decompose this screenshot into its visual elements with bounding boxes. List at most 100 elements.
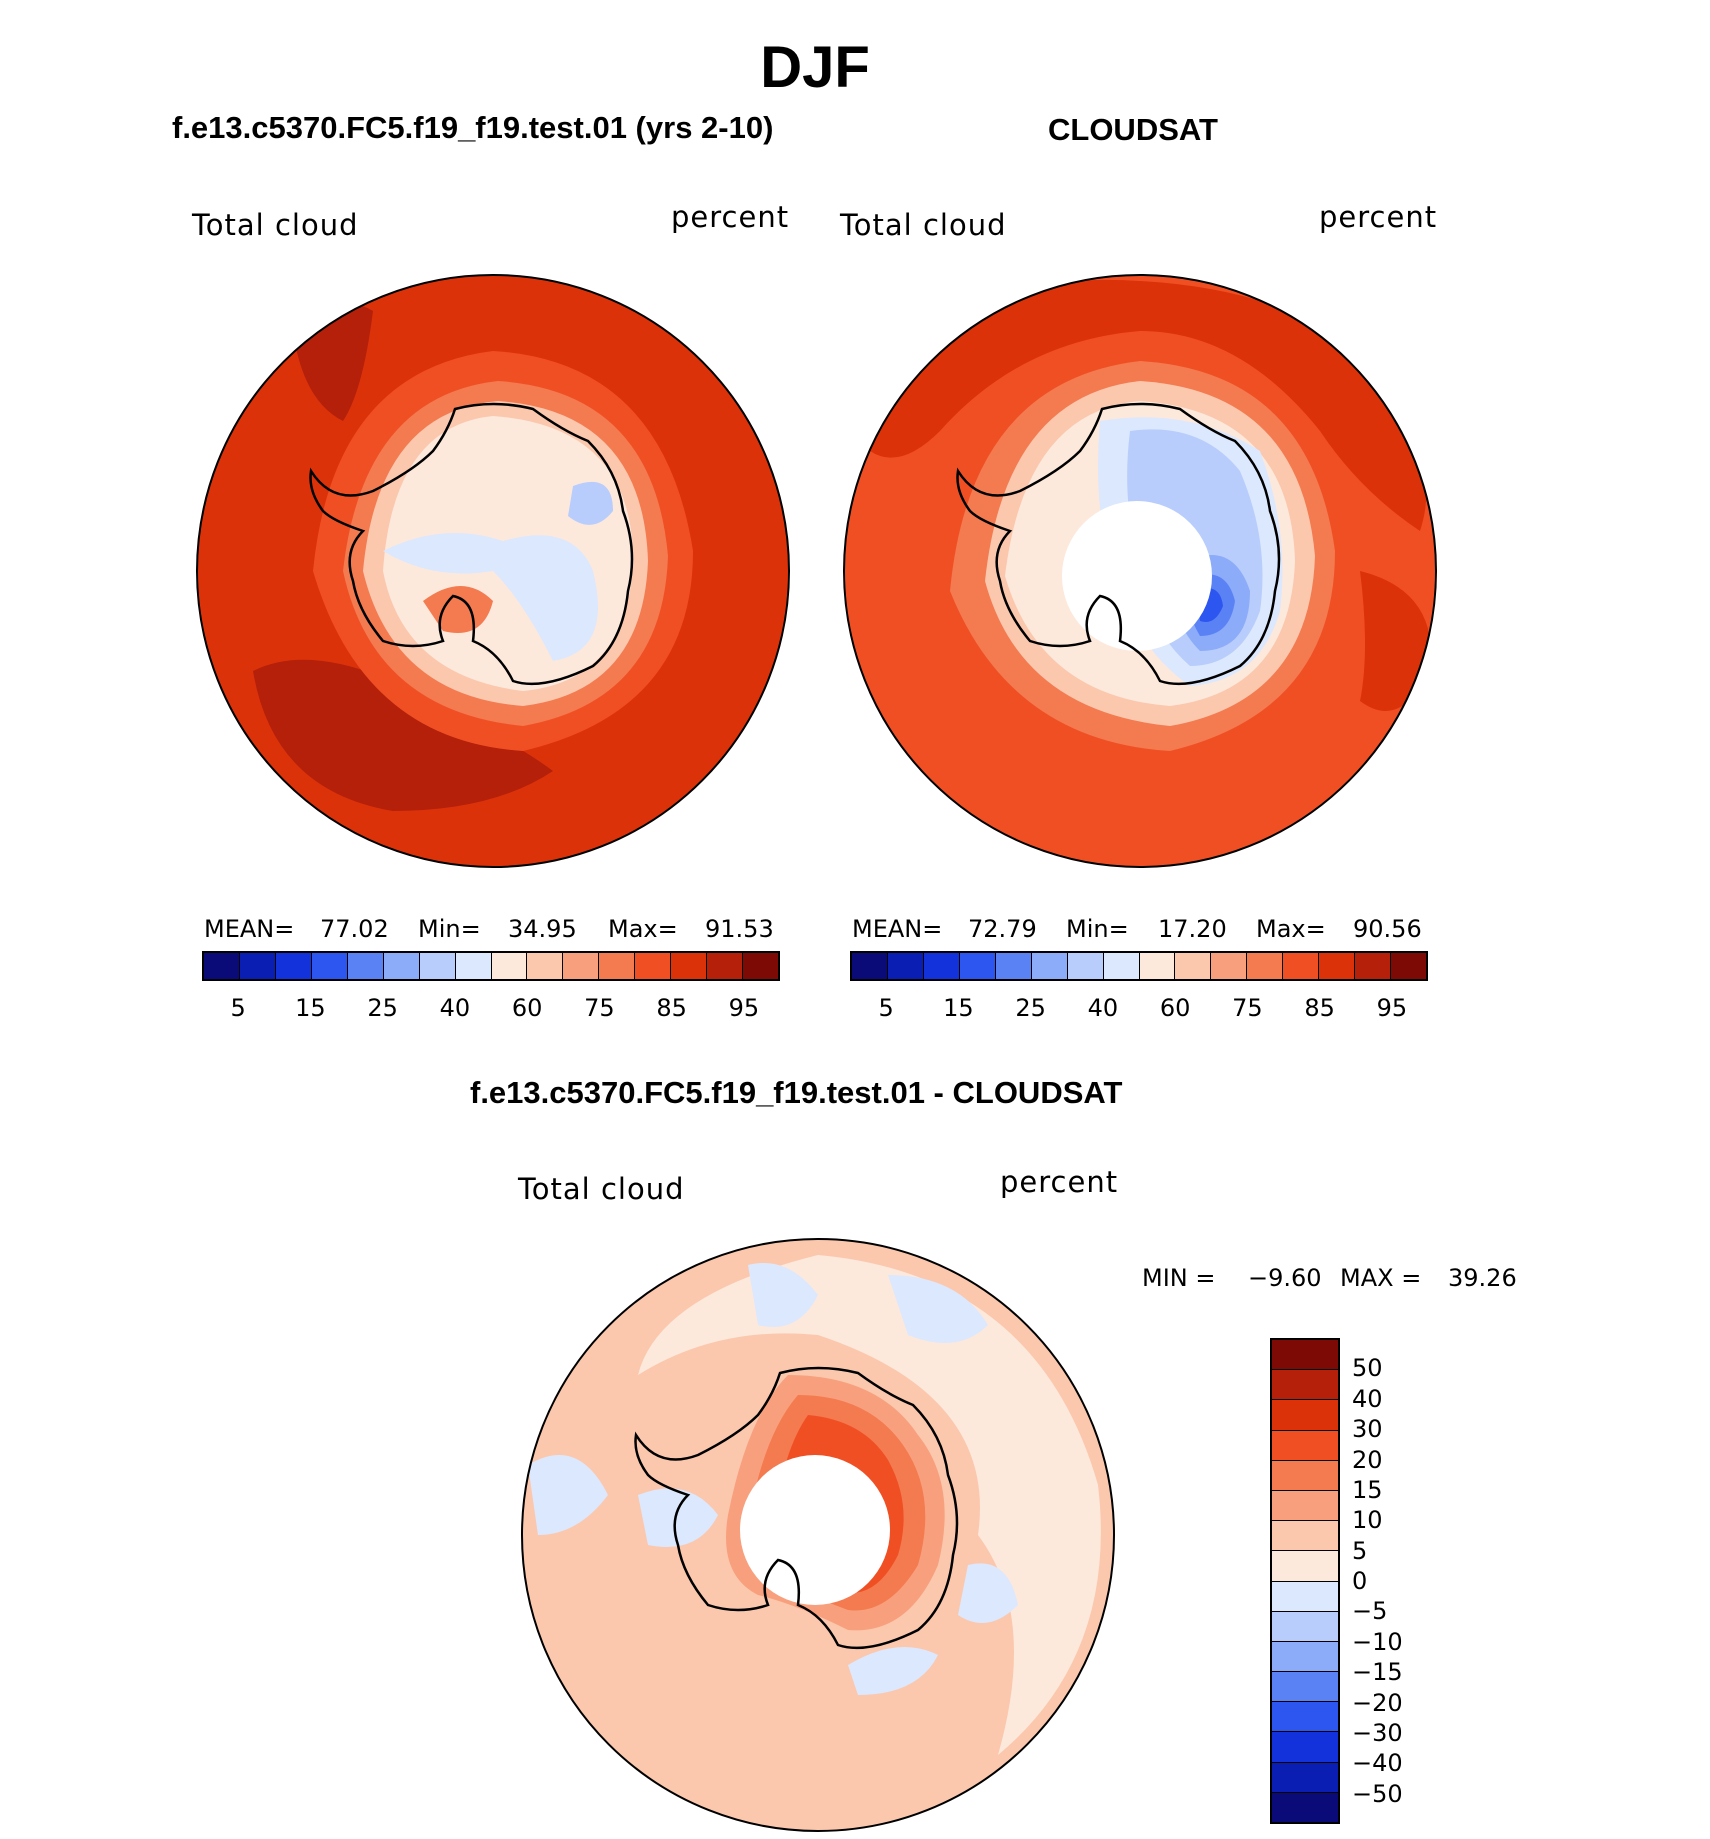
colorbar-tick-label: 50 (1352, 1354, 1383, 1383)
panel-2-missing-data-hole (1062, 501, 1212, 651)
colorbar-swatch (599, 953, 636, 979)
panel-2-min-value: 17.20 (1158, 915, 1227, 943)
panel-1-max-value: 91.53 (705, 915, 774, 943)
colorbar-tick-label: 5 (1352, 1536, 1368, 1565)
colorbar-swatch (1272, 1641, 1338, 1673)
colorbar-tick-label: 40 (439, 994, 471, 1022)
colorbar-swatch (1175, 953, 1212, 979)
panel-1-mean-label: MEAN= (204, 915, 295, 943)
colorbar-tick-label: 15 (295, 994, 326, 1022)
colorbar-tick-label: 10 (1352, 1506, 1383, 1535)
colorbar-swatch (1272, 1732, 1338, 1763)
panel-3-negative-patch (958, 1563, 1018, 1623)
colorbar-swatch (1031, 953, 1068, 979)
colorbar-swatch (1247, 953, 1284, 979)
panel-1-max-label: Max= (608, 915, 678, 943)
panel-3-colorbar (1270, 1338, 1340, 1824)
page-title: DJF (760, 35, 870, 100)
colorbar-swatch (1272, 1521, 1338, 1552)
panel-1-colorbar-ticks: 5 15 25 40 60 75 85 95 (202, 994, 780, 1024)
colorbar-swatch (1283, 953, 1320, 979)
panel-1-mean-value: 77.02 (320, 915, 389, 943)
panel-3-pale-region (638, 1255, 1101, 1755)
panel-3-coastline (634, 1366, 959, 1650)
panel-1-high-region (253, 659, 553, 811)
panel-2-case-title: CLOUDSAT (1048, 112, 1218, 147)
colorbar-tick-label: 75 (584, 994, 615, 1022)
colorbar-swatch (347, 953, 384, 979)
colorbar-swatch (1272, 1551, 1338, 1582)
colorbar-swatch (852, 953, 888, 979)
panel-2-polar-map (843, 274, 1437, 868)
panel-3-min-value: −9.60 (1248, 1264, 1322, 1292)
colorbar-swatch (959, 953, 996, 979)
panel-2-colorbar-ticks: 5 15 25 40 60 75 85 95 (850, 994, 1428, 1024)
colorbar-swatch (1067, 953, 1104, 979)
panel-3-negative-patch (848, 1647, 938, 1695)
panel-1-units-label: percent (671, 200, 790, 234)
colorbar-swatch (1272, 1340, 1338, 1371)
panel-3-missing-data-hole (740, 1455, 890, 1605)
colorbar-swatch (1272, 1490, 1338, 1522)
colorbar-tick-label: 30 (1352, 1415, 1383, 1444)
colorbar-tick-label: 15 (1352, 1475, 1383, 1504)
colorbar-tick-label: 15 (943, 994, 974, 1022)
panel-2-coastline (956, 402, 1281, 686)
colorbar-tick-label: 0 (1352, 1567, 1368, 1595)
panel-1-min-value: 34.95 (508, 915, 577, 943)
colorbar-tick-label: 60 (1159, 994, 1191, 1022)
colorbar-tick-label: 95 (1376, 994, 1408, 1022)
colorbar-swatch (1391, 953, 1426, 979)
colorbar-swatch (1319, 953, 1356, 979)
colorbar-swatch (887, 953, 924, 979)
panel-1-min-label: Min= (418, 915, 481, 943)
colorbar-swatch (1211, 953, 1248, 979)
panel-3-polar-map (521, 1238, 1115, 1832)
colorbar-swatch (275, 953, 312, 979)
panel-1-variable-label: Total cloud (192, 208, 359, 242)
colorbar-swatch (311, 953, 348, 979)
colorbar-swatch (707, 953, 744, 979)
colorbar-swatch (1272, 1400, 1338, 1431)
colorbar-tick-label: −15 (1352, 1658, 1403, 1687)
panel-3-negative-patch (528, 1455, 608, 1535)
colorbar-swatch (1272, 1581, 1338, 1612)
colorbar-swatch (204, 953, 240, 979)
colorbar-tick-label: 5 (230, 994, 246, 1022)
panel-2-colorbar (850, 951, 1428, 981)
panel-3-colorbar-ticks: 50 40 30 20 15 10 5 0 −5 −10 −15 −20 −30 −40 −50 (1352, 1338, 1432, 1824)
colorbar-tick-label: 40 (1087, 994, 1119, 1022)
panel-2-units-label: percent (1319, 200, 1438, 234)
panel-3-variable-label: Total cloud (518, 1172, 685, 1206)
panel-3-negative-patch (748, 1263, 818, 1327)
panel-2-outer-region (870, 279, 1427, 531)
colorbar-swatch (1272, 1370, 1338, 1401)
colorbar-swatch (1355, 953, 1392, 979)
colorbar-swatch (527, 953, 564, 979)
colorbar-swatch (419, 953, 456, 979)
colorbar-swatch (1272, 1672, 1338, 1703)
colorbar-swatch (455, 953, 492, 979)
colorbar-swatch (1272, 1430, 1338, 1461)
colorbar-swatch (995, 953, 1032, 979)
panel-2-mean-value: 72.79 (968, 915, 1037, 943)
colorbar-swatch (563, 953, 600, 979)
panel-2-mean-label: MEAN= (852, 915, 943, 943)
colorbar-tick-label: −5 (1352, 1597, 1388, 1626)
panel-3-units-label: percent (1000, 1165, 1119, 1199)
colorbar-swatch (1272, 1460, 1338, 1491)
colorbar-swatch (923, 953, 960, 979)
panel-3-max-label: MAX = (1340, 1264, 1422, 1292)
colorbar-swatch (491, 953, 528, 979)
panel-1-interior (568, 481, 613, 525)
colorbar-swatch (1272, 1702, 1338, 1733)
colorbar-swatch (1272, 1762, 1338, 1793)
colorbar-tick-label: 85 (1304, 994, 1335, 1022)
colorbar-tick-label: 25 (367, 994, 398, 1022)
colorbar-tick-label: −10 (1352, 1627, 1403, 1656)
panel-1-case-title: f.e13.c5370.FC5.f19_f19.test.01 (yrs 2-1… (172, 110, 774, 145)
colorbar-tick-label: −40 (1352, 1749, 1403, 1778)
colorbar-tick-label: 75 (1232, 994, 1263, 1022)
colorbar-tick-label: 20 (1352, 1445, 1383, 1474)
panel-2-max-value: 90.56 (1353, 915, 1422, 943)
